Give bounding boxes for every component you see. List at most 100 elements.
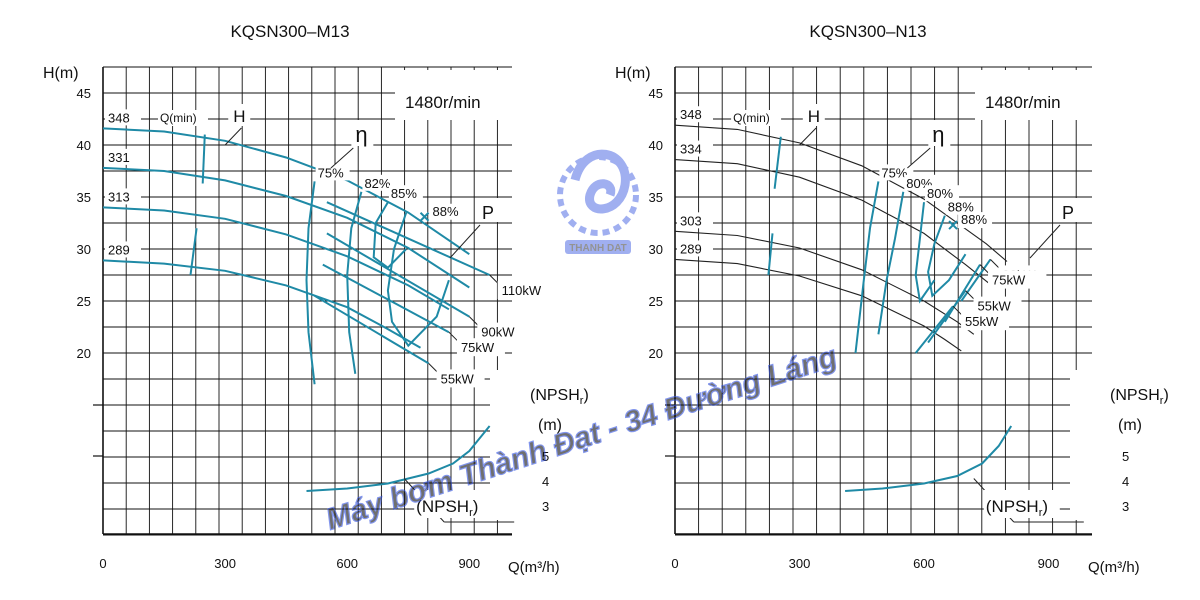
power-line bbox=[914, 305, 954, 354]
efficiency-contour bbox=[372, 201, 407, 270]
impeller-label-bg bbox=[677, 240, 713, 257]
npsh-axis-label: (NPSHr) bbox=[1110, 387, 1169, 407]
y-tick-label: 45 bbox=[649, 86, 663, 101]
impeller-label-bg bbox=[677, 140, 713, 157]
efficiency-label-bg bbox=[315, 164, 350, 181]
qmin-mark bbox=[773, 136, 782, 189]
power-label: 75kW bbox=[992, 273, 1026, 288]
impeller-label: 303 bbox=[680, 213, 702, 228]
npsh-axis-sub: r bbox=[1160, 395, 1164, 407]
npsh-axis-sub: r bbox=[580, 395, 584, 407]
impeller-label: 348 bbox=[680, 107, 702, 122]
qmin-mark bbox=[767, 233, 774, 276]
y-tick-label: 20 bbox=[649, 346, 663, 361]
power-line bbox=[960, 258, 992, 302]
power-line bbox=[322, 263, 450, 334]
npsh-tick-label: 5 bbox=[542, 449, 549, 464]
npsh-curve bbox=[306, 425, 491, 492]
chart-kqsn300-m13: KQSN300–M13H(m)Q(m³/h)1480r/min202530354… bbox=[43, 22, 589, 576]
y-tick-label: 40 bbox=[649, 138, 663, 153]
head-curve-289 bbox=[674, 258, 962, 352]
x-axis-label: Q(m³/h) bbox=[508, 559, 560, 576]
efficiency-contour bbox=[346, 191, 363, 374]
power-label: 55kW bbox=[441, 371, 475, 386]
npsh-axis-box bbox=[1070, 370, 1110, 520]
chart-title: KQSN300–N13 bbox=[809, 22, 926, 41]
power-label-bg bbox=[988, 270, 1037, 289]
power-label-bg bbox=[456, 338, 505, 357]
y-tick-label: 45 bbox=[77, 86, 91, 101]
eta-leader bbox=[907, 147, 931, 169]
efficiency-label: 75% bbox=[881, 165, 907, 180]
h-label-bg bbox=[802, 104, 825, 126]
efficiency-label-bg bbox=[945, 198, 980, 215]
eta-leader bbox=[330, 147, 354, 169]
speed-label: 1480r/min bbox=[405, 93, 481, 112]
y-tick-label: 30 bbox=[77, 242, 91, 257]
npsh-label-bg bbox=[983, 490, 1060, 518]
power-label-bg bbox=[961, 312, 1010, 331]
efficiency-contour bbox=[386, 212, 450, 348]
head-curves: 348 331 313 289 bbox=[102, 109, 470, 349]
p-leader bbox=[449, 224, 481, 259]
power-label-bg bbox=[436, 369, 485, 388]
impeller-label-bg bbox=[105, 109, 141, 126]
power-label: 110kW bbox=[502, 283, 542, 298]
efficiency-label-bg bbox=[388, 185, 423, 202]
impeller-label: 289 bbox=[680, 241, 702, 256]
y-axis-label: H(m) bbox=[615, 65, 651, 82]
logo-text: THANH DAT bbox=[569, 243, 627, 254]
power-label: 55kW bbox=[978, 299, 1012, 314]
p-label: P bbox=[1062, 203, 1074, 223]
head-curve-289 bbox=[102, 259, 421, 349]
speed-label: 1480r/min bbox=[985, 93, 1061, 112]
head-curve-313 bbox=[102, 206, 450, 311]
impeller-label-bg bbox=[105, 241, 141, 258]
efficiency-contour bbox=[305, 181, 316, 385]
impeller-label: 289 bbox=[108, 242, 130, 257]
logo: THANH DAT bbox=[557, 149, 639, 254]
y-tick-label: 35 bbox=[649, 190, 663, 205]
power-line bbox=[314, 294, 430, 365]
efficiency-label: 88% bbox=[948, 200, 974, 215]
impeller-label: 348 bbox=[108, 110, 130, 125]
npsh-tick-label: 5 bbox=[1122, 449, 1129, 464]
speed-label-box bbox=[975, 70, 1093, 120]
efficiency-contours: 75% 82%85% bbox=[305, 164, 450, 385]
qmin-label: Q(min) bbox=[733, 111, 770, 125]
npsh-tick-label: 3 bbox=[1122, 499, 1129, 514]
h-label-bg bbox=[228, 104, 251, 126]
npsh-curve-sub: r bbox=[1039, 507, 1043, 519]
swirl-icon bbox=[570, 149, 630, 214]
qmin-mark bbox=[189, 228, 198, 276]
speed-label-box bbox=[395, 70, 513, 120]
head-curve-348 bbox=[674, 124, 1008, 262]
y-tick-label: 25 bbox=[649, 294, 663, 309]
y-tick-label: 35 bbox=[77, 190, 91, 205]
efficiency-contour bbox=[877, 191, 905, 335]
npsh-curve-close: ) bbox=[473, 497, 479, 516]
h-label: H bbox=[808, 107, 820, 126]
npsh-tick-label: 3 bbox=[542, 499, 549, 514]
qmin-label-bg bbox=[157, 110, 208, 126]
impeller-label-bg bbox=[105, 188, 141, 205]
watermark-text: Máy bơm Thành Đạt - 34 Đường Láng bbox=[322, 340, 841, 537]
x-tick-label: 600 bbox=[913, 556, 935, 571]
efficiency-contour bbox=[854, 181, 880, 354]
y-tick-label: 25 bbox=[77, 294, 91, 309]
qmin-mark bbox=[201, 134, 206, 184]
npsh-label-bg bbox=[414, 490, 491, 518]
qmin-label-bg bbox=[731, 110, 782, 126]
p-label: P bbox=[482, 203, 494, 223]
efficiency-label-bg bbox=[925, 185, 959, 202]
x-axis-label: Q(m³/h) bbox=[1088, 559, 1140, 576]
x-tick-label: 900 bbox=[458, 556, 480, 571]
p-label-bg bbox=[480, 198, 500, 222]
y-tick-label: 40 bbox=[77, 138, 91, 153]
qmin-label: Q(min) bbox=[160, 111, 197, 125]
power-label-bg bbox=[497, 281, 546, 299]
y-axis-label: H(m) bbox=[43, 65, 79, 82]
bep-label-bg bbox=[958, 212, 993, 229]
y-tick-label: 20 bbox=[77, 346, 91, 361]
